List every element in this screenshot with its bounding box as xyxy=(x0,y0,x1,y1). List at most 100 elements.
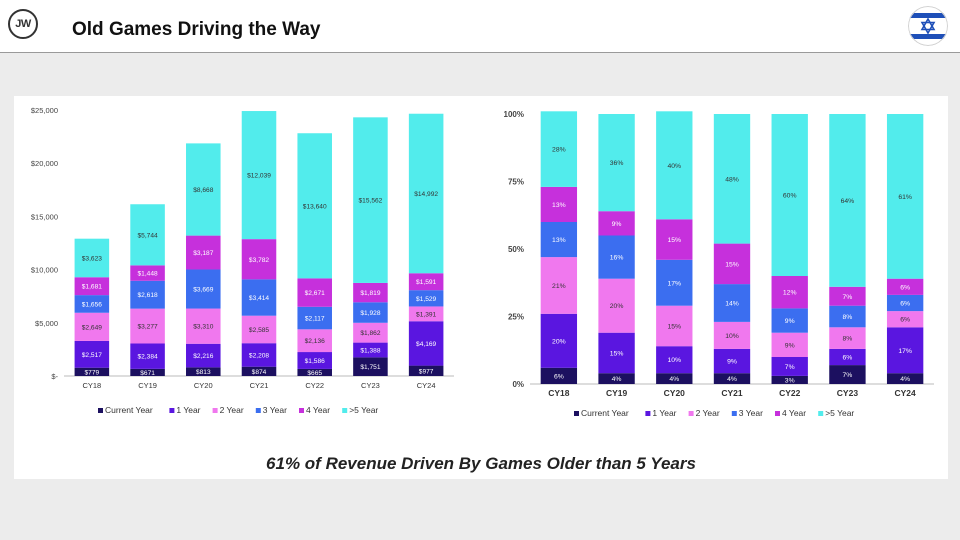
data-label: 15% xyxy=(610,350,624,357)
legend-label: >5 Year xyxy=(349,405,378,415)
data-label: $1,681 xyxy=(82,284,103,291)
y-tick-label: $10,000 xyxy=(31,266,58,275)
revenue-share-chart: 0% 25% 50% 75% 100% 6% 20% 21% 13% 13% 28% CY18 4% 15… xyxy=(504,110,934,418)
x-tick-label: CY21 xyxy=(721,388,743,398)
bar-segment xyxy=(241,239,277,280)
data-label: $977 xyxy=(419,368,434,375)
data-label: $15,562 xyxy=(359,198,383,205)
y-tick-label: 50% xyxy=(508,245,524,254)
data-label: $1,591 xyxy=(416,279,437,286)
bar-segment xyxy=(598,278,635,333)
y-tick-label: 25% xyxy=(508,313,524,322)
legend-label: 3 Year xyxy=(263,405,287,415)
bar-segment xyxy=(771,114,808,276)
bar-segment xyxy=(886,327,924,374)
data-label: $2,216 xyxy=(193,353,214,360)
legend-swatch xyxy=(688,411,694,416)
bar-segment xyxy=(540,367,578,384)
data-label: 6% xyxy=(900,317,910,324)
x-tick-label: CY22 xyxy=(779,388,801,398)
legend-label: 2 Year xyxy=(220,405,244,415)
bar-segment xyxy=(598,332,635,374)
y-tick-label: 75% xyxy=(508,178,524,187)
data-label: $665 xyxy=(307,370,322,377)
bar-segment xyxy=(829,365,866,384)
bar-segment xyxy=(713,321,751,349)
data-label: 15% xyxy=(725,261,739,268)
bar-segment xyxy=(771,332,808,357)
bar-segment xyxy=(130,280,165,309)
bar-segment xyxy=(130,308,165,344)
x-tick-label: CY22 xyxy=(305,381,324,390)
bar-segment xyxy=(297,352,332,369)
x-tick-label: CY18 xyxy=(548,388,570,398)
data-label: $2,585 xyxy=(249,327,270,334)
bar-segment xyxy=(297,306,332,330)
data-label: 61% xyxy=(898,194,912,201)
data-label: 7% xyxy=(785,364,795,371)
data-label: $4,169 xyxy=(416,341,437,348)
bar-segment xyxy=(656,111,693,220)
x-tick-label: CY18 xyxy=(82,381,101,390)
y-tick-label: $5,000 xyxy=(35,319,58,328)
data-label: 64% xyxy=(841,198,855,205)
x-tick-label: CY23 xyxy=(361,381,380,390)
data-label: 48% xyxy=(725,176,739,183)
bar-segment xyxy=(186,269,221,309)
bar-segment xyxy=(713,373,751,384)
x-tick-label: CY20 xyxy=(664,388,686,398)
bar-segment xyxy=(656,219,693,260)
bar-segment xyxy=(713,243,751,285)
bar-segment xyxy=(713,284,751,322)
bar-segment xyxy=(74,340,110,368)
data-label: $2,136 xyxy=(305,338,326,345)
x-tick-label: CY20 xyxy=(194,381,213,390)
data-label: $8,668 xyxy=(193,187,214,194)
data-label: 6% xyxy=(843,355,853,362)
data-label: $1,529 xyxy=(416,296,437,303)
bar-segment xyxy=(598,114,635,212)
header-bar: JW Old Games Driving the Way xyxy=(0,0,960,53)
bar-segment xyxy=(656,346,693,374)
data-label: $2,117 xyxy=(305,316,325,323)
data-label: $3,623 xyxy=(82,255,103,262)
legend-swatch xyxy=(98,408,103,413)
jw-logo: JW xyxy=(8,9,38,39)
bar-segment xyxy=(886,278,924,295)
data-label: 60% xyxy=(783,193,797,200)
bar-segment xyxy=(241,279,277,316)
legend-label: 1 Year xyxy=(652,408,676,418)
data-label: $2,618 xyxy=(137,292,158,299)
bar-segment xyxy=(540,257,578,314)
legend-label: >5 Year xyxy=(825,408,854,418)
bar-segment xyxy=(130,368,165,376)
bar-segment xyxy=(656,305,693,347)
y-tick-label: $20,000 xyxy=(31,159,58,168)
legend-label: 4 Year xyxy=(306,405,330,415)
data-label: $1,928 xyxy=(360,310,381,317)
data-label: $5,744 xyxy=(137,232,158,239)
bar-segment xyxy=(241,366,277,376)
data-label: $1,819 xyxy=(360,290,381,297)
bar-segment xyxy=(540,313,578,368)
legend-label: Current Year xyxy=(105,405,153,415)
data-label: $3,277 xyxy=(137,324,158,331)
data-label: $12,039 xyxy=(247,173,271,180)
bar-segment xyxy=(713,114,751,244)
bar-segment xyxy=(74,238,110,278)
data-label: $671 xyxy=(140,370,155,377)
data-label: 9% xyxy=(612,221,622,228)
legend-swatch xyxy=(342,408,348,413)
data-label: 14% xyxy=(725,301,739,308)
bar-segment xyxy=(297,329,332,353)
legend-swatch xyxy=(731,411,737,416)
y-tick-label: $25,000 xyxy=(31,106,58,115)
bar-segment xyxy=(241,315,277,344)
bar-segment xyxy=(598,373,635,384)
legend-label: Current Year xyxy=(581,408,629,418)
legend-label: 3 Year xyxy=(739,408,763,418)
bar-segment xyxy=(540,186,578,222)
bar-segment xyxy=(598,211,635,236)
data-label: 13% xyxy=(552,202,566,209)
x-tick-label: CY24 xyxy=(417,381,436,390)
